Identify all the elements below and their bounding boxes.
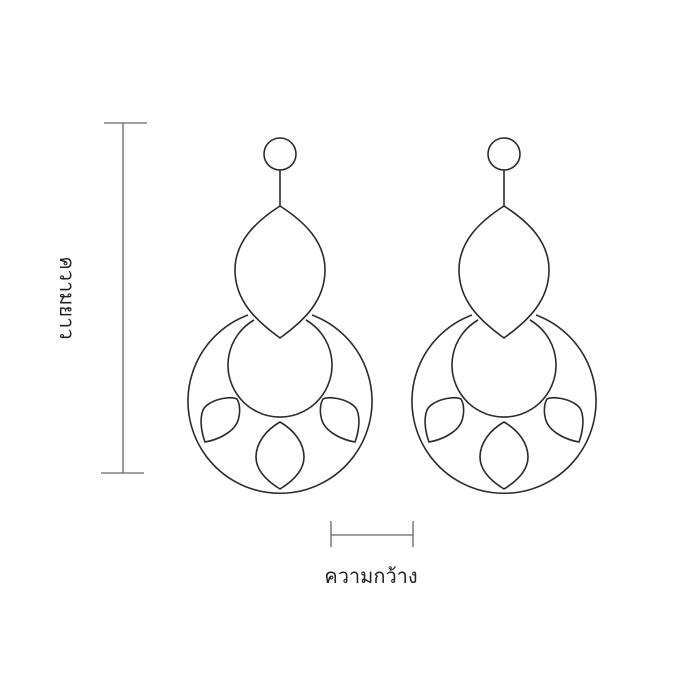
- earring-right-stud: [487, 137, 521, 171]
- earring-right-petal-right: [543, 396, 584, 443]
- earring-right-petal-left: [424, 396, 465, 443]
- earring-left-stud: [263, 137, 297, 171]
- earring-left-outer-ring: [187, 314, 373, 494]
- earring-left-leaf-top: [234, 205, 326, 339]
- earring-left-petal-right: [319, 396, 360, 443]
- width-label: ความกว้าง: [324, 564, 418, 588]
- earring-right-mid-circle: [451, 319, 557, 418]
- earring-left-petal-left: [200, 396, 241, 443]
- height-label: ความยาว: [55, 256, 79, 340]
- width-dimension: [330, 521, 414, 547]
- earring-left: [187, 137, 373, 494]
- earring-right: [411, 137, 597, 494]
- earring-left-mid-circle: [227, 319, 333, 418]
- height-dimension: [101, 122, 147, 474]
- earring-right-leaf-top: [458, 205, 550, 339]
- earring-right-outer-ring: [411, 314, 597, 494]
- earring-left-petal-bottom: [255, 421, 305, 490]
- earring-right-petal-bottom: [479, 421, 529, 490]
